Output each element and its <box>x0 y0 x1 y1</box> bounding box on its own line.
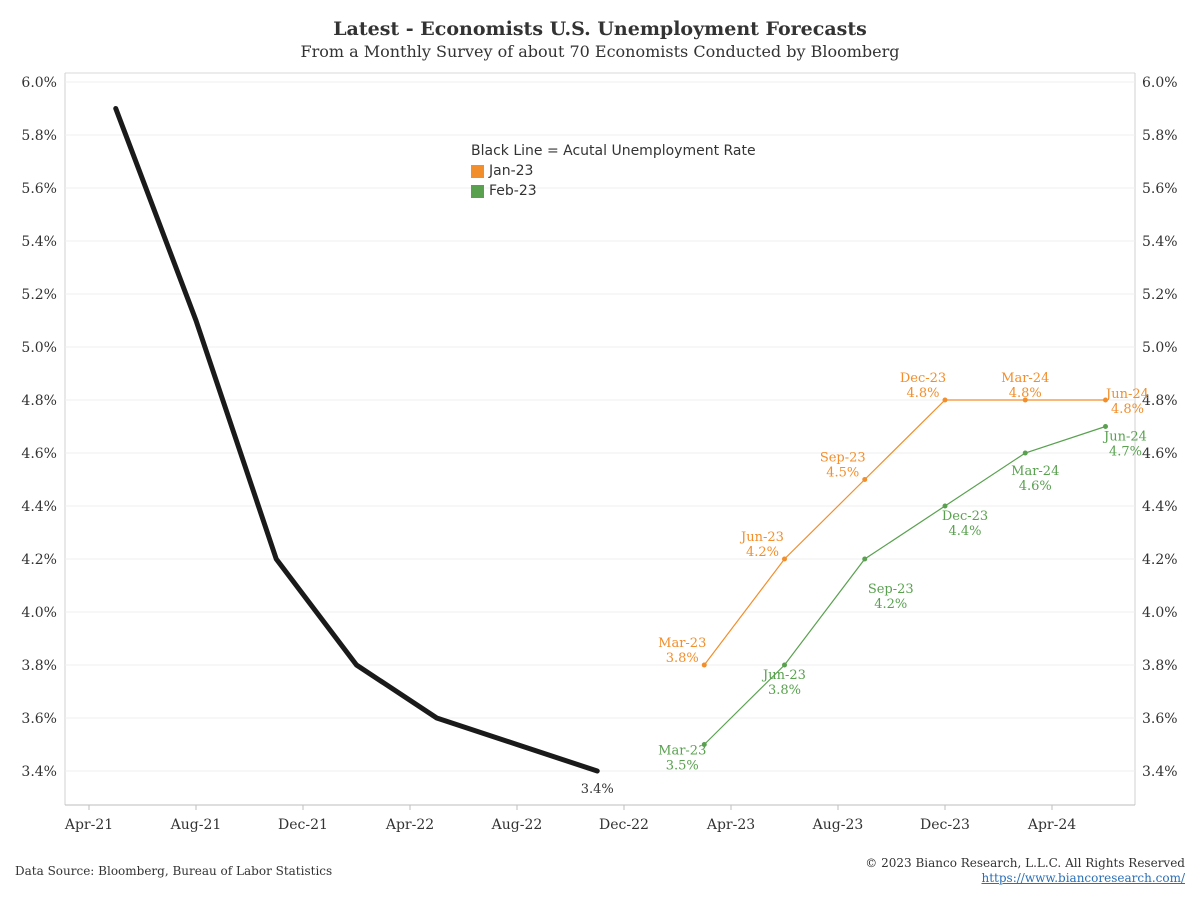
y-tick-label-right: 3.6% <box>1142 711 1178 727</box>
y-tick-label-left: 4.0% <box>21 605 57 621</box>
forecast-value-label-feb-23: 3.5% <box>666 759 699 774</box>
x-tick-label: Apr-23 <box>706 817 755 833</box>
legend-label-jan-23: Jan-23 <box>489 163 534 179</box>
forecast-value-label-jan-23: 4.8% <box>1111 402 1144 417</box>
y-tick-label-left: 3.8% <box>21 658 57 674</box>
forecast-line-feb-23 <box>703 425 1106 745</box>
forecast-value-label-jan-23: 3.8% <box>666 651 699 666</box>
forecast-value-label-jan-23: 4.5% <box>826 466 859 481</box>
forecast-point-feb-23 <box>1103 424 1108 429</box>
forecast-date-label-jan-23: Mar-23 <box>658 636 706 651</box>
forecast-point-feb-23 <box>862 556 868 562</box>
legend-swatch-feb-23 <box>471 184 484 198</box>
forecast-date-label-feb-23: Jun-24 <box>1102 430 1147 445</box>
forecast-value-label-feb-23: 4.7% <box>1109 445 1142 460</box>
actual-end-label: 3.4% <box>581 782 614 797</box>
y-tick-label-left: 5.4% <box>21 234 57 250</box>
y-tick-label-left: 5.6% <box>21 181 57 197</box>
y-tick-label-right: 4.6% <box>1142 446 1178 462</box>
x-tick-label: Dec-23 <box>920 817 970 833</box>
x-tick-label: Apr-24 <box>1027 817 1076 833</box>
y-tick-label-right: 3.4% <box>1142 764 1178 780</box>
y-tick-label-left: 4.4% <box>21 499 57 515</box>
y-tick-label-right: 4.2% <box>1142 552 1178 568</box>
y-tick-label-right: 6.0% <box>1142 75 1178 91</box>
x-tick-label: Aug-22 <box>491 817 543 833</box>
forecast-point-jan-23 <box>1103 397 1108 403</box>
website-link[interactable]: https://www.biancoresearch.com/ <box>981 871 1185 885</box>
forecast-point-jan-23 <box>1022 397 1028 403</box>
y-tick-label-right: 5.4% <box>1142 234 1178 250</box>
y-tick-label-right: 5.6% <box>1142 181 1178 197</box>
copyright-text: © 2023 Bianco Research, L.L.C. All Right… <box>865 856 1185 870</box>
legend-label-feb-23: Feb-23 <box>489 183 537 199</box>
y-tick-label-left: 5.8% <box>21 128 57 144</box>
y-tick-label-left: 6.0% <box>21 75 57 91</box>
forecast-point-jan-23 <box>701 662 707 668</box>
data-source-note: Data Source: Bloomberg, Bureau of Labor … <box>15 864 333 878</box>
forecast-value-label-jan-23: 4.8% <box>1009 386 1042 401</box>
forecast-point-feb-23 <box>942 503 948 509</box>
y-tick-label-left: 3.6% <box>21 711 57 727</box>
chart-subtitle: From a Monthly Survey of about 70 Econom… <box>300 42 900 61</box>
x-tick-label: Apr-21 <box>64 817 113 833</box>
forecast-date-label-feb-23: Mar-23 <box>658 744 706 759</box>
legend-heading: Black Line = Acutal Unemployment Rate <box>471 143 756 159</box>
copyright-block: © 2023 Bianco Research, L.L.C. All Right… <box>865 856 1185 886</box>
forecast-date-label-jan-23: Jun-23 <box>739 530 784 545</box>
actual-unemployment-line <box>113 106 600 774</box>
y-tick-label-right: 4.0% <box>1142 605 1178 621</box>
forecast-line-jan-23 <box>703 399 1106 666</box>
forecast-date-label-jan-23: Mar-24 <box>1001 371 1049 386</box>
forecast-date-label-feb-23: Sep-23 <box>868 582 914 597</box>
x-tick-label: Dec-21 <box>278 817 328 833</box>
y-tick-label-right: 3.8% <box>1142 658 1178 674</box>
y-tick-label-right: 5.0% <box>1142 340 1178 356</box>
y-tick-label-right: 4.4% <box>1142 499 1178 515</box>
forecast-point-jan-23 <box>782 556 787 562</box>
x-tick-label: Aug-23 <box>812 817 864 833</box>
y-tick-label-right: 5.8% <box>1142 128 1178 144</box>
legend-swatch-jan-23 <box>471 164 484 178</box>
forecast-point-feb-23 <box>1022 450 1028 456</box>
forecast-date-label-feb-23: Dec-23 <box>942 509 988 524</box>
forecast-point-feb-23 <box>782 662 787 668</box>
y-tick-label-left: 3.4% <box>21 764 57 780</box>
y-tick-label-right: 5.2% <box>1142 287 1178 303</box>
y-tick-label-left: 5.0% <box>21 340 57 356</box>
y-tick-label-left: 4.2% <box>21 552 57 568</box>
forecast-value-label-jan-23: 4.2% <box>746 545 779 560</box>
forecast-point-jan-23 <box>862 477 868 482</box>
x-tick-label: Aug-21 <box>170 817 222 833</box>
forecast-date-label-jan-23: Dec-23 <box>900 371 946 386</box>
y-tick-label-left: 4.6% <box>21 446 57 462</box>
y-tick-label-right: 4.8% <box>1142 393 1178 409</box>
x-tick-label: Dec-22 <box>599 817 649 833</box>
forecast-date-label-feb-23: Jun-23 <box>761 668 806 683</box>
forecast-date-label-feb-23: Mar-24 <box>1011 464 1059 479</box>
forecast-value-label-feb-23: 3.8% <box>768 683 801 698</box>
forecast-value-label-jan-23: 4.8% <box>906 386 939 401</box>
forecast-value-label-feb-23: 4.4% <box>948 524 981 539</box>
forecast-point-feb-23 <box>701 742 707 747</box>
y-tick-label-left: 4.8% <box>21 393 57 409</box>
legend-item-feb-23: Feb-23 <box>471 181 756 201</box>
x-tick-label: Apr-22 <box>385 817 434 833</box>
forecast-value-label-feb-23: 4.2% <box>874 597 907 612</box>
forecast-date-label-jan-23: Sep-23 <box>820 451 866 466</box>
forecast-date-label-jan-23: Jun-24 <box>1104 387 1149 402</box>
y-tick-label-left: 5.2% <box>21 287 57 303</box>
chart-title: Latest - Economists U.S. Unemployment Fo… <box>333 18 867 40</box>
legend-item-jan-23: Jan-23 <box>471 161 756 181</box>
forecast-value-label-feb-23: 4.6% <box>1019 479 1052 494</box>
chart-legend: Black Line = Acutal Unemployment Rate Ja… <box>471 141 756 201</box>
forecast-point-jan-23 <box>942 397 948 403</box>
